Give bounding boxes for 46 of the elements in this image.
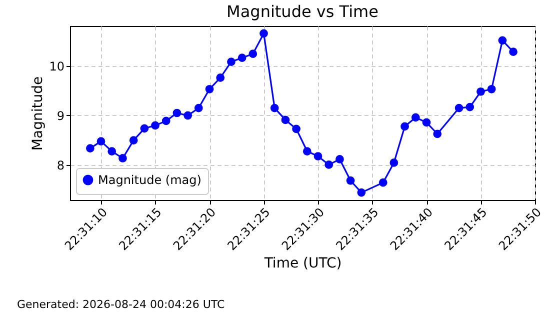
y-tick-label: 9 [56, 108, 64, 123]
point [216, 74, 225, 82]
point [86, 144, 94, 152]
point [140, 124, 149, 133]
point [292, 124, 300, 134]
point [466, 102, 474, 112]
point [270, 104, 279, 112]
point [162, 116, 170, 126]
point [227, 58, 236, 66]
point [96, 137, 106, 146]
point [314, 152, 322, 160]
point [172, 108, 182, 118]
point [433, 130, 442, 138]
point [129, 136, 138, 145]
point [390, 158, 398, 167]
point [336, 155, 344, 164]
x-axis-title: Time (UTC) [263, 255, 342, 272]
point [248, 50, 258, 58]
point [184, 111, 192, 120]
point [378, 178, 388, 187]
point [454, 104, 464, 112]
point [357, 188, 366, 197]
point [476, 87, 485, 96]
legend-label: Magnitude (mag) [98, 173, 202, 187]
point [151, 121, 160, 130]
point [118, 154, 127, 162]
point [324, 160, 334, 169]
point [281, 116, 290, 124]
point [422, 118, 431, 127]
text: Generated: 2026-08-24 00:04:26 UTC [17, 298, 225, 311]
y-axis-title: Magnitude [30, 76, 46, 151]
point [238, 54, 246, 62]
point [487, 84, 496, 94]
point [302, 147, 312, 156]
point [411, 113, 420, 122]
point [205, 84, 214, 94]
point [346, 176, 355, 185]
chart-title: Magnitude vs Time [226, 2, 378, 21]
point [108, 147, 116, 156]
y-tick-label: 10 [49, 59, 64, 74]
point [194, 104, 203, 112]
point [400, 122, 409, 131]
point [260, 29, 268, 38]
y-tick-label: 8 [56, 158, 64, 173]
point [509, 48, 518, 56]
point [498, 36, 507, 45]
